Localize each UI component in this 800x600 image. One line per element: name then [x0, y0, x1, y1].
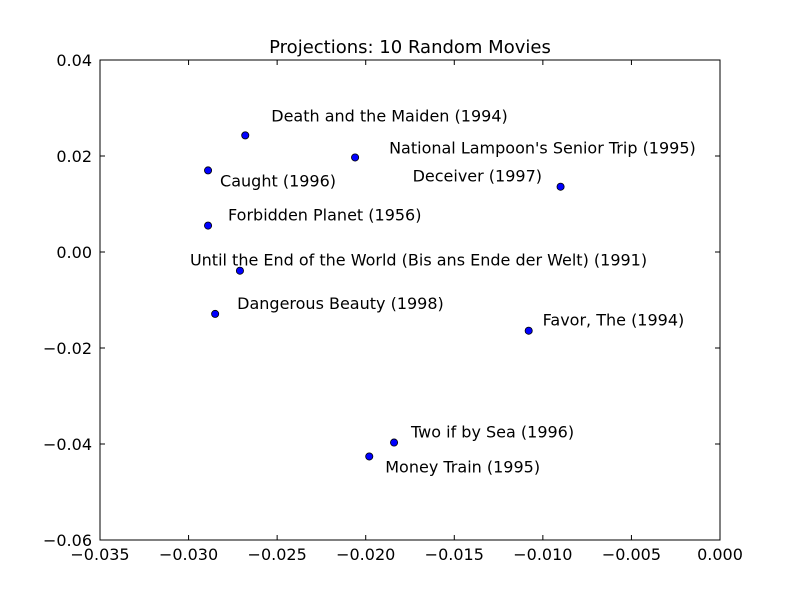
scatter-point: [204, 221, 213, 230]
y-tick-label: 0.00: [56, 243, 92, 262]
axis-ticks: −0.035 −0.030 −0.025 −0.020 −0.015 −0.010 −0.0…: [43, 51, 743, 564]
y-tick-label: 0.02: [56, 147, 92, 166]
data-points: [204, 131, 565, 461]
x-tick-label: −0.015: [425, 545, 484, 564]
point-label: Two if by Sea (1996): [410, 423, 574, 442]
point-label: Death and the Maiden (1994): [271, 106, 507, 125]
chart-title: Projections: 10 Random Movies: [269, 37, 551, 58]
scatter-point: [390, 438, 399, 447]
x-tick-label: −0.025: [248, 545, 307, 564]
scatter-point: [351, 153, 360, 162]
point-label: Deceiver (1997): [413, 167, 542, 186]
scatter-point: [241, 131, 250, 140]
x-tick-label: 0.000: [697, 545, 743, 564]
x-tick-label: −0.010: [513, 545, 572, 564]
point-label: Forbidden Planet (1956): [228, 206, 421, 225]
y-tick-label: −0.04: [43, 435, 92, 454]
y-tick-label: 0.04: [56, 51, 92, 70]
point-label: Caught (1996): [220, 171, 336, 190]
x-tick-label: −0.035: [70, 545, 129, 564]
y-tick-label: −0.02: [43, 339, 92, 358]
point-label: National Lampoon's Senior Trip (1995): [389, 138, 696, 157]
point-labels: Death and the Maiden (1994) National Lamp…: [190, 106, 696, 476]
x-tick-label: −0.030: [159, 545, 218, 564]
scatter-point: [556, 182, 565, 191]
plot-frame: [99, 59, 721, 541]
point-label: Dangerous Beauty (1998): [237, 294, 444, 313]
point-label: Favor, The (1994): [543, 311, 685, 330]
scatter-point: [524, 326, 533, 335]
scatter-point: [365, 452, 374, 461]
scatter-point: [235, 266, 244, 275]
x-tick-label: −0.020: [336, 545, 395, 564]
x-tick-label: −0.005: [602, 545, 661, 564]
point-label: Until the End of the World (Bis ans Ende…: [190, 251, 647, 270]
scatter-point: [211, 309, 220, 318]
y-tick-label: −0.06: [43, 531, 92, 550]
scatter-point: [204, 166, 213, 175]
point-label: Money Train (1995): [385, 457, 540, 476]
